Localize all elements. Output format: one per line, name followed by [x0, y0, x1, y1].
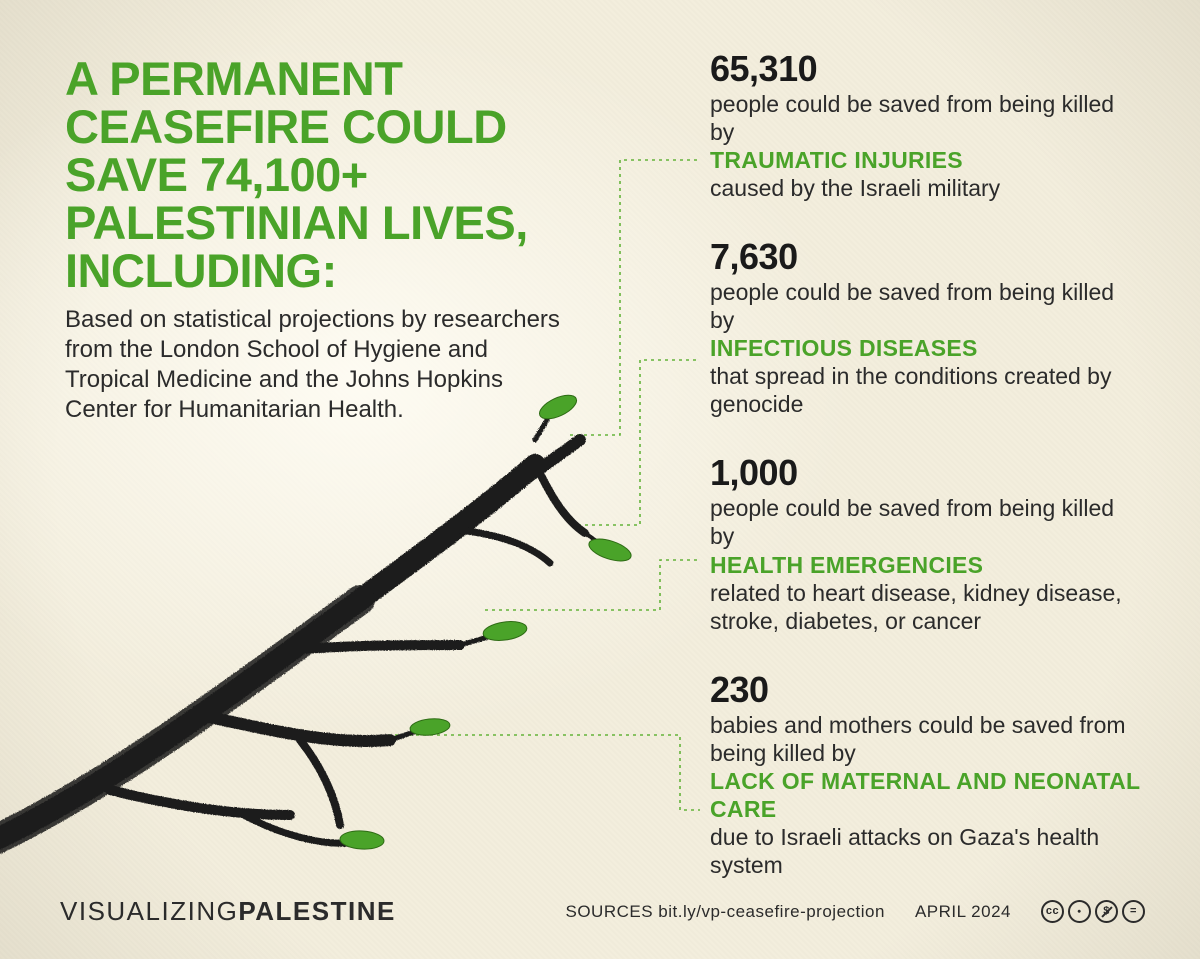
stat-maternal-neonatal: 230 babies and mothers could be saved fr…: [710, 669, 1140, 879]
stat-tail: due to Israeli attacks on Gaza's health …: [710, 823, 1140, 879]
stats-column: 65,310 people could be saved from being …: [710, 48, 1140, 879]
stat-lead: babies and mothers could be saved from b…: [710, 711, 1140, 767]
stat-number: 230: [710, 669, 1140, 711]
logo-word-2: PALESTINE: [238, 896, 395, 926]
stat-lead: people could be saved from being killed …: [710, 494, 1140, 550]
sources-label: SOURCES: [565, 902, 653, 921]
headline-title: A PERMANENT CEASEFIRE COULD SAVE 74,100+…: [65, 55, 625, 295]
stat-number: 65,310: [710, 48, 1140, 90]
by-icon: 🞄: [1068, 900, 1091, 923]
stat-category: HEALTH EMERGENCIES: [710, 551, 1140, 579]
license-badges: cc 🞄 $ =: [1041, 900, 1145, 923]
footer-meta: SOURCES bit.ly/vp-ceasefire-projection A…: [565, 900, 1145, 923]
stat-infectious-diseases: 7,630 people could be saved from being k…: [710, 236, 1140, 418]
publisher-logo: VISUALIZINGPALESTINE: [60, 896, 396, 927]
stat-category: INFECTIOUS DISEASES: [710, 334, 1140, 362]
stat-tail: related to heart disease, kidney disease…: [710, 579, 1140, 635]
footer: VISUALIZINGPALESTINE SOURCES bit.ly/vp-c…: [60, 896, 1145, 927]
sources-line: SOURCES bit.ly/vp-ceasefire-projection: [565, 902, 884, 922]
logo-word-1: VISUALIZING: [60, 896, 238, 926]
headline-subtitle: Based on statistical projections by rese…: [65, 305, 565, 425]
stat-number: 1,000: [710, 452, 1140, 494]
stat-category: LACK OF MATERNAL AND NEONATAL CARE: [710, 767, 1140, 823]
nd-icon: =: [1122, 900, 1145, 923]
stat-traumatic-injuries: 65,310 people could be saved from being …: [710, 48, 1140, 202]
stat-health-emergencies: 1,000 people could be saved from being k…: [710, 452, 1140, 634]
nc-icon: $: [1095, 900, 1118, 923]
headline-block: A PERMANENT CEASEFIRE COULD SAVE 74,100+…: [65, 55, 625, 425]
stat-tail: that spread in the conditions created by…: [710, 362, 1140, 418]
stat-category: TRAUMATIC INJURIES: [710, 146, 1140, 174]
sources-url: bit.ly/vp-ceasefire-projection: [658, 902, 885, 921]
stat-lead: people could be saved from being killed …: [710, 278, 1140, 334]
stat-tail: caused by the Israeli military: [710, 174, 1140, 202]
publication-date: APRIL 2024: [915, 902, 1011, 922]
stat-lead: people could be saved from being killed …: [710, 90, 1140, 146]
stat-number: 7,630: [710, 236, 1140, 278]
cc-icon: cc: [1041, 900, 1064, 923]
